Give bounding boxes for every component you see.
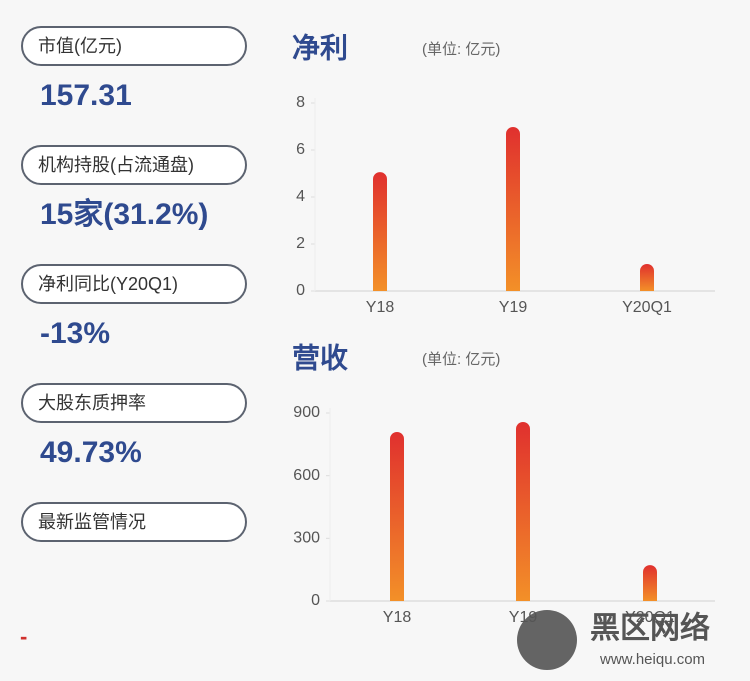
x-tick-label: Y20Q1 (625, 609, 675, 626)
stat-pill (21, 26, 247, 66)
stat-pill (21, 264, 247, 304)
stat-label: 最新监管情况 (38, 512, 146, 532)
stat-label: 机构持股(占流通盘) (38, 155, 194, 175)
y-tick-label: 4 (296, 188, 305, 205)
y-tick-label: 0 (296, 282, 305, 299)
bar (643, 565, 657, 601)
watermark: 黑区网络 www.heiqu.com (517, 610, 710, 670)
y-tick-label: 2 (296, 235, 305, 252)
stat-pill (21, 502, 247, 542)
footnote: - (20, 624, 27, 649)
chart-subtitle: (单位: 亿元) (422, 351, 500, 368)
y-tick-label: 6 (296, 141, 305, 158)
y-tick-label: 8 (296, 94, 305, 111)
x-tick-label: Y18 (366, 299, 395, 316)
x-tick-label: Y18 (383, 609, 412, 626)
stat-value: -13% (40, 317, 110, 350)
stat-label: 净利同比(Y20Q1) (38, 274, 178, 294)
y-tick-label: 0 (311, 592, 320, 609)
chart-title: 净利 (292, 32, 348, 63)
y-tick-label: 900 (293, 404, 320, 421)
stat-label: 市值(亿元) (38, 36, 122, 56)
stat-value: 157.31 (40, 79, 132, 112)
y-tick-label: 300 (293, 530, 320, 547)
y-tick-label: 600 (293, 467, 320, 484)
watermark-logo (517, 610, 577, 670)
x-tick-label: Y19 (499, 299, 528, 316)
bar (506, 126, 520, 292)
bar (373, 172, 387, 291)
watermark-url: www.heiqu.com (599, 651, 705, 668)
bar (516, 421, 530, 601)
stat-label: 大股东质押率 (38, 393, 146, 413)
stat-pill (21, 145, 247, 185)
watermark-name: 黑区网络 (590, 611, 710, 645)
chart-subtitle: (单位: 亿元) (422, 41, 500, 58)
stat-value: 49.73% (40, 436, 142, 469)
stat-pill (21, 383, 247, 423)
stat-value: 15家(31.2%) (40, 198, 208, 231)
bar (390, 432, 404, 601)
x-tick-label: Y20Q1 (622, 299, 672, 316)
x-tick-label: Y19 (509, 609, 538, 626)
bar (640, 263, 654, 291)
chart-title: 营收 (292, 342, 348, 373)
